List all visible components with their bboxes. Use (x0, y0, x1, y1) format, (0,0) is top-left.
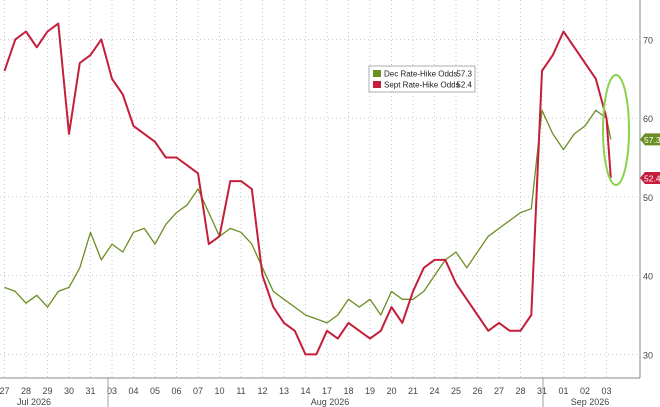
series-line-sept (3, 22, 612, 356)
x-tick-label: 19 (365, 386, 375, 396)
legend-label-sept: Sept Rate-Hike Odds (384, 81, 460, 90)
x-tick-label: 30 (64, 386, 74, 396)
x-tick-label: 20 (386, 386, 396, 396)
legend: Dec Rate-Hike Odds 57.3 Sept Rate-Hike Odd… (368, 65, 476, 93)
month-label: Aug 2026 (311, 397, 350, 407)
series-layer (3, 22, 612, 356)
x-tick-label: 14 (300, 386, 310, 396)
x-tick-label: 29 (42, 386, 52, 396)
x-tick-label: 12 (257, 386, 267, 396)
x-tick-label: 07 (193, 386, 203, 396)
legend-value-sept: 52.4 (456, 81, 472, 90)
legend-label-dec: Dec Rate-Hike Odds (384, 70, 457, 79)
y-tick-label: 60 (643, 114, 653, 124)
x-tick-label: 04 (128, 386, 138, 396)
last-value-label-dec: 57.3 (644, 135, 660, 145)
x-tick-label: 24 (429, 386, 439, 396)
x-tick-label: 31 (85, 386, 95, 396)
month-label: Jul 2026 (17, 397, 51, 407)
x-tick-label: 03 (601, 386, 611, 396)
x-tick-label: 18 (343, 386, 353, 396)
legend-box (368, 65, 476, 93)
x-tick-label: 02 (580, 386, 590, 396)
grid-layer (0, 0, 640, 378)
y-tick-label: 50 (643, 193, 653, 203)
x-tick-label: 01 (558, 386, 568, 396)
x-tick-label: 21 (408, 386, 418, 396)
x-tick-label: 28 (21, 386, 31, 396)
y-tick-label: 40 (643, 272, 653, 282)
last-value-tag-dec (640, 133, 660, 146)
series-line-dec (4, 109, 612, 324)
x-tick-label: 27 (0, 386, 10, 396)
legend-swatch-sept (373, 81, 381, 88)
x-tick-label: 31 (537, 386, 547, 396)
last-value-tag-sept (640, 171, 660, 184)
x-tick-label: 28 (515, 386, 525, 396)
y-tick-label: 30 (643, 350, 653, 360)
x-tick-label: 06 (171, 386, 181, 396)
legend-value-dec: 57.3 (456, 70, 472, 79)
x-tick-label: 25 (451, 386, 461, 396)
legend-swatch-dec (373, 70, 381, 77)
y-tick-label: 70 (643, 35, 653, 45)
x-tick-label: 13 (279, 386, 289, 396)
x-tick-label: 03 (107, 386, 117, 396)
x-tick-label: 05 (150, 386, 160, 396)
highlight-ellipse (602, 74, 630, 186)
x-tick-label: 26 (472, 386, 482, 396)
x-tick-label: 17 (322, 386, 332, 396)
x-tick-label: 11 (236, 386, 245, 396)
month-label: Sep 2026 (571, 397, 610, 407)
x-tick-label: 27 (494, 386, 504, 396)
x-tick-label: 10 (214, 386, 224, 396)
last-value-label-sept: 52.4 (644, 173, 660, 183)
